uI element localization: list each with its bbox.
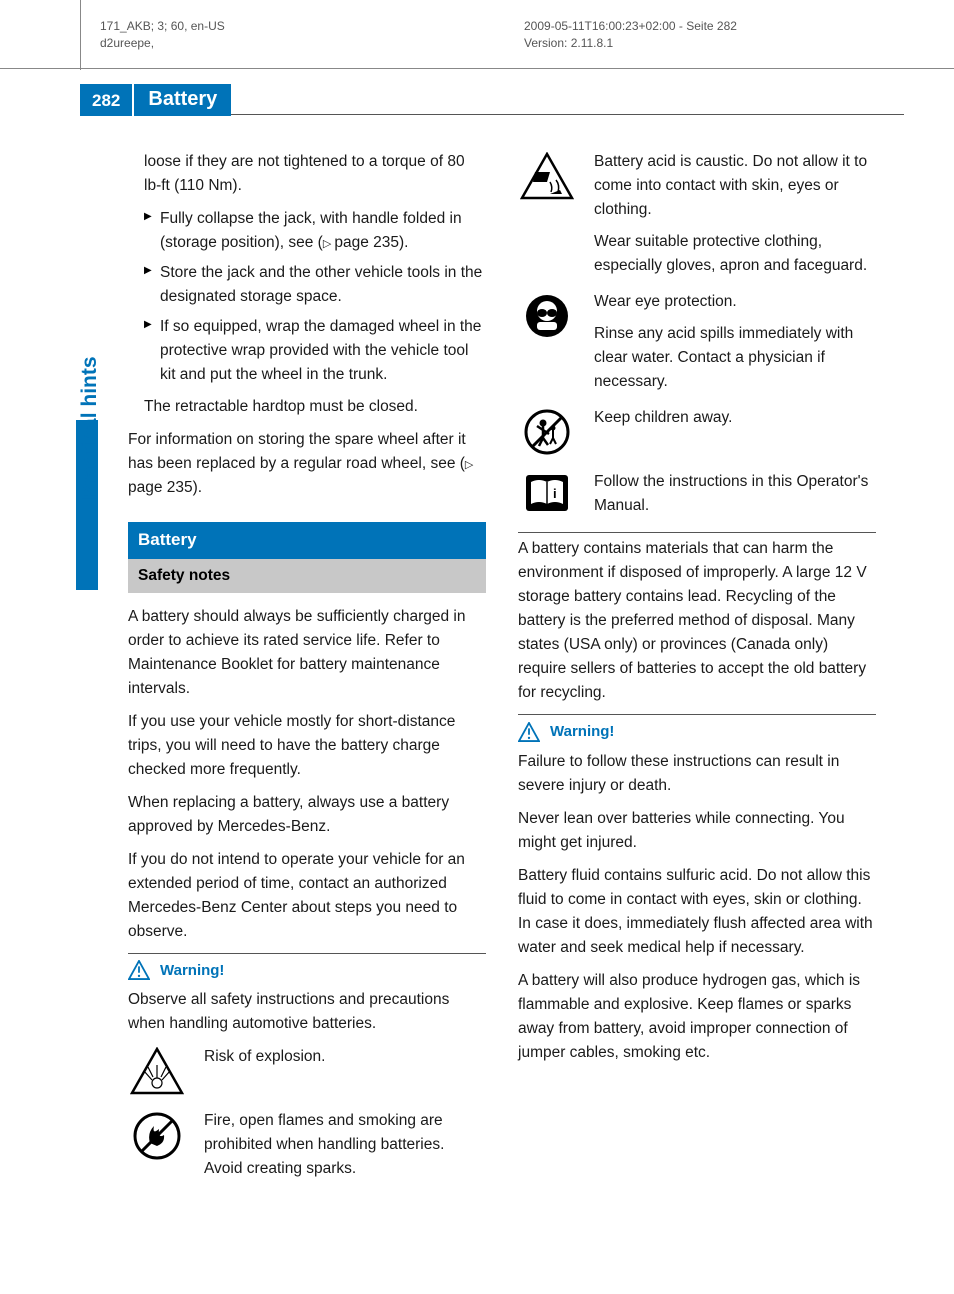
meta-left-l2: d2ureepe,: [100, 35, 225, 52]
step-list: Fully collapse the jack, with handle fol…: [144, 207, 486, 387]
manual-text: Follow the instructions in this Operator…: [594, 470, 876, 518]
step-store-jack: Store the jack and the other vehicle too…: [144, 261, 486, 309]
warning-intro: Observe all safety instructions and prec…: [128, 988, 486, 1036]
warn2-p4: A battery will also produce hydrogen gas…: [518, 969, 876, 1065]
children-text: Keep children away.: [594, 406, 876, 430]
para-hardtop: The retractable hardtop must be closed.: [144, 395, 486, 419]
hazard-no-flames: Fire, open flames and smoking are prohib…: [128, 1109, 486, 1190]
hazard-eye: Wear eye protection. Rinse any acid spil…: [518, 290, 876, 402]
eye-protection-icon: [523, 292, 571, 340]
section-battery: Battery: [128, 522, 486, 558]
eye-p2: Rinse any acid spills immediately with c…: [594, 322, 876, 394]
page-number: 282: [80, 84, 132, 116]
no-flames-icon: [132, 1111, 182, 1161]
hazard-caustic: Battery acid is caustic. Do not allow it…: [518, 150, 876, 286]
safety-p1: A battery should always be sufficiently …: [128, 605, 486, 701]
corrosive-icon: [520, 152, 574, 200]
warning-triangle-icon: [518, 722, 540, 742]
meta-left-l1: 171_AKB; 3; 60, en-US: [100, 18, 225, 35]
keep-children-away-icon: [523, 408, 571, 456]
step-wrap-wheel: If so equipped, wrap the damaged wheel i…: [144, 315, 486, 387]
no-flames-text: Fire, open flames and smoking are prohib…: [204, 1109, 486, 1181]
page-header: 282 Battery: [80, 84, 904, 116]
crop-mark-v: [80, 0, 81, 70]
caustic-p1: Battery acid is caustic. Do not allow it…: [594, 150, 876, 222]
page-ref: page 235).: [323, 234, 409, 251]
para-spare-info: For information on storing the spare whe…: [128, 428, 486, 500]
step-text: Fully collapse the jack, with handle fol…: [160, 210, 462, 251]
side-label: Practical hints: [78, 356, 102, 500]
warn2-p1: Failure to follow these instructions can…: [518, 750, 876, 798]
caustic-p2: Wear suitable protective clothing, espec…: [594, 230, 876, 278]
warn2-p3: Battery fluid contains sulfuric acid. Do…: [518, 864, 876, 960]
hazard-manual: i Follow the instructions in this Operat…: [518, 470, 876, 533]
safety-p2: If you use your vehicle mostly for short…: [128, 710, 486, 782]
meta-left: 171_AKB; 3; 60, en-US d2ureepe,: [100, 18, 225, 52]
para-torque: loose if they are not tightened to a tor…: [144, 150, 486, 198]
recycling-para: A battery contains materials that can ha…: [518, 537, 876, 705]
hazard-list-right: Battery acid is caustic. Do not allow it…: [518, 150, 876, 533]
warning-triangle-icon: [128, 960, 150, 980]
eye-p1: Wear eye protection.: [594, 290, 876, 314]
column-left: loose if they are not tightened to a tor…: [128, 150, 486, 1204]
step-collapse-jack: Fully collapse the jack, with handle fol…: [144, 207, 486, 255]
page-title: Battery: [132, 84, 231, 116]
manual-icon: i: [523, 472, 571, 514]
header-rule: [231, 84, 904, 115]
svg-text:i: i: [553, 486, 557, 501]
warning-header-2: Warning!: [518, 714, 876, 743]
crop-mark-h: [0, 68, 954, 69]
warning-header-1: Warning!: [128, 953, 486, 982]
warning-label: Warning!: [160, 959, 224, 982]
meta-right-l2: Version: 2.11.8.1: [524, 35, 737, 52]
hazard-children: Keep children away.: [518, 406, 876, 456]
column-right: Battery acid is caustic. Do not allow it…: [518, 150, 876, 1204]
subsection-safety: Safety notes: [128, 559, 486, 593]
explosion-icon: [130, 1047, 184, 1095]
content-area: loose if they are not tightened to a tor…: [128, 150, 878, 1204]
hazard-explosion: Risk of explosion.: [128, 1045, 486, 1095]
meta-right: 2009-05-11T16:00:23+02:00 - Seite 282 Ve…: [524, 18, 737, 52]
explosion-text: Risk of explosion.: [204, 1045, 486, 1069]
safety-p4: If you do not intend to operate your veh…: [128, 848, 486, 944]
warning-label-2: Warning!: [550, 720, 614, 743]
spare-text: For information on storing the spare whe…: [128, 431, 466, 472]
safety-p3: When replacing a battery, always use a b…: [128, 791, 486, 839]
meta-right-l1: 2009-05-11T16:00:23+02:00 - Seite 282: [524, 18, 737, 35]
warn2-p2: Never lean over batteries while connecti…: [518, 807, 876, 855]
